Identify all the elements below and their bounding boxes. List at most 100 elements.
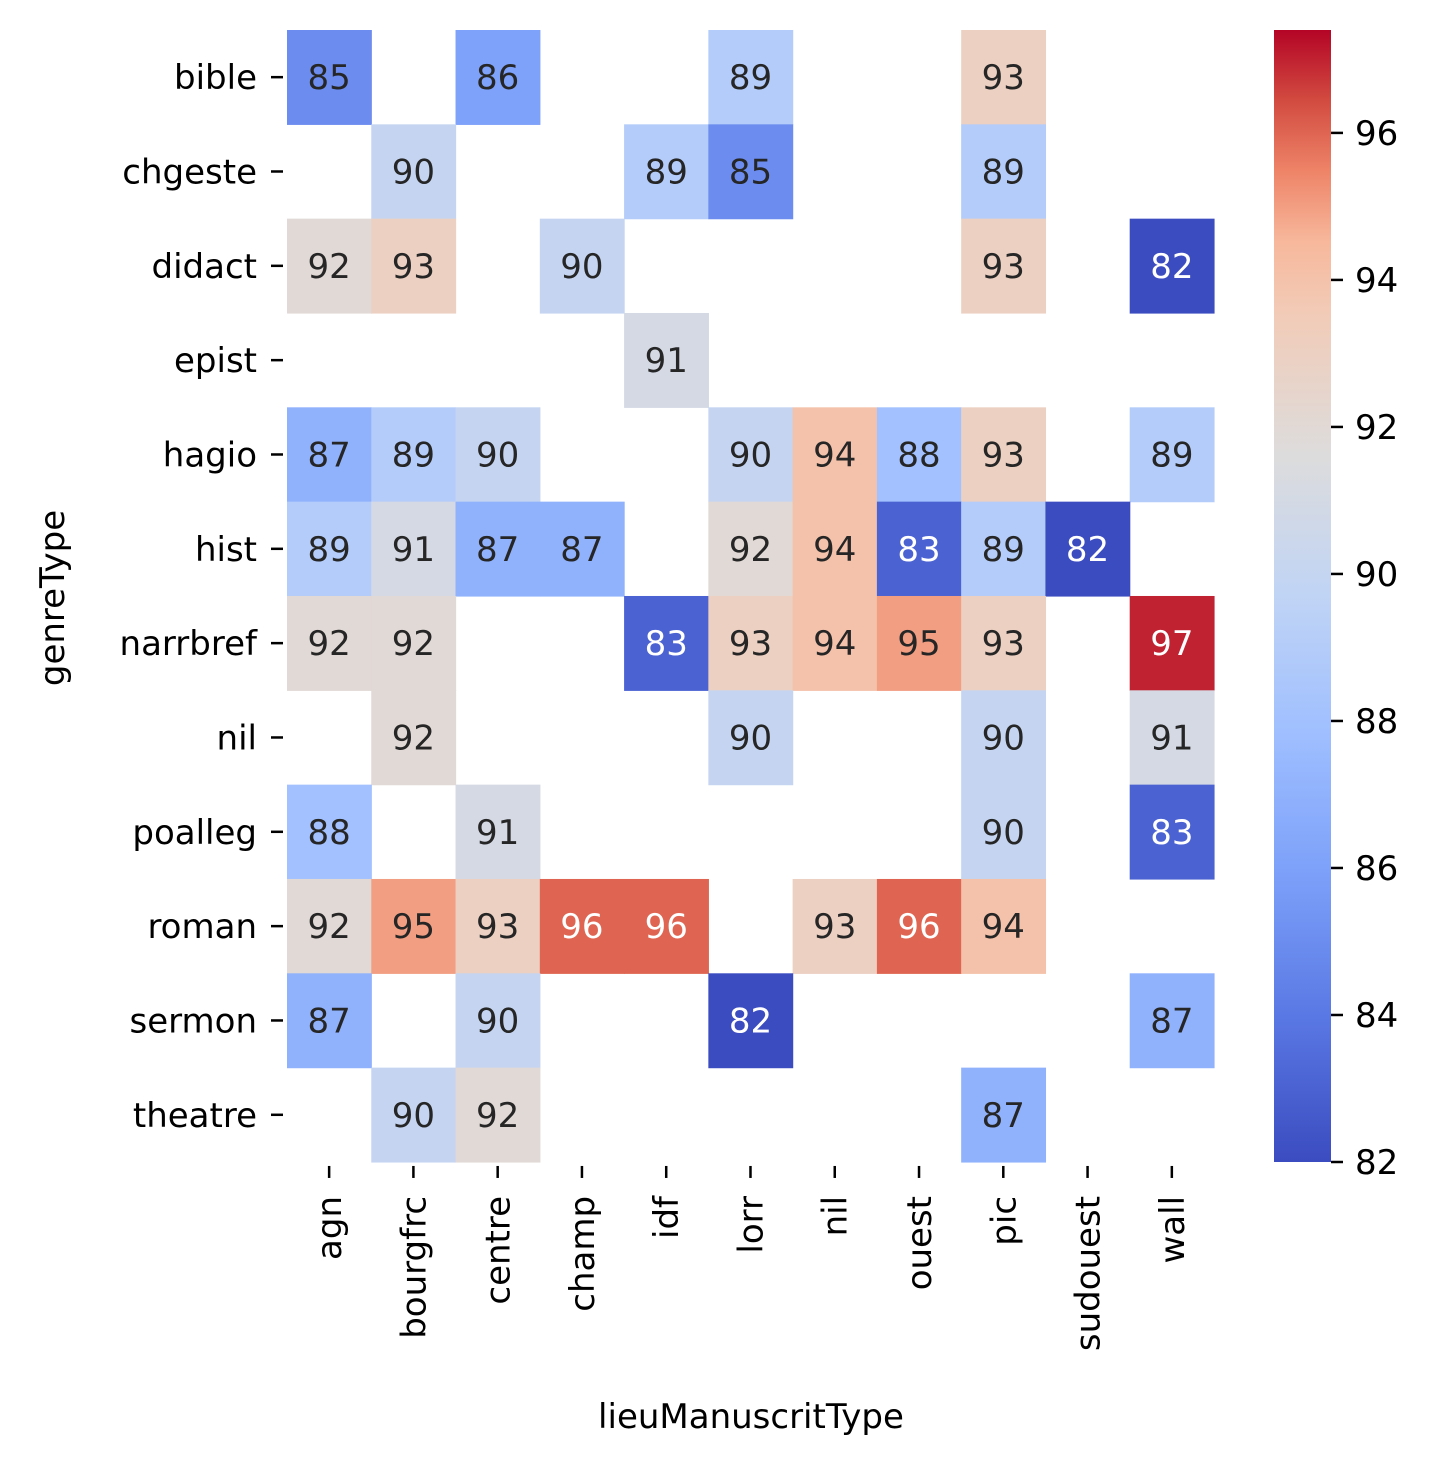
heatmap-cell: [876, 595, 962, 691]
y-tick-label: hist: [195, 530, 257, 570]
cell-value-label: 87: [308, 435, 351, 475]
cell-value-label: 93: [392, 247, 435, 287]
cell-value-label: 92: [308, 624, 351, 664]
cell-value-label: 92: [729, 530, 772, 570]
heatmap-cell: [876, 407, 962, 503]
cell-value-label: 93: [982, 435, 1025, 475]
heatmap-cell: [876, 878, 962, 974]
heatmap-cell: [1045, 501, 1131, 597]
cell-value-label: 89: [982, 152, 1025, 192]
heatmap-cell: [708, 595, 794, 691]
heatmap-cell: [961, 407, 1047, 503]
y-tick-label: sermon: [130, 1001, 257, 1041]
colorbar-ticks: 82 84 86 88 90 92 94 96: [1331, 114, 1398, 1183]
heatmap-cell: [961, 595, 1047, 691]
cell-value-label: 82: [1066, 530, 1109, 570]
heatmap-cell: [708, 30, 794, 125]
cell-value-label: 90: [560, 247, 603, 287]
cell-value-label: 85: [308, 58, 351, 98]
cell-value-label: 89: [1150, 435, 1193, 475]
heatmap-cell: [961, 218, 1047, 314]
x-tick-label: nil: [816, 1196, 856, 1236]
heatmap-cell: [455, 973, 541, 1069]
heatmap-cell: [455, 30, 541, 125]
heatmap-cell: [624, 878, 709, 974]
heatmap-cell: [708, 690, 794, 786]
heatmap-cell: [708, 124, 794, 220]
heatmap-cell: [792, 878, 878, 974]
cell-value-label: 89: [982, 530, 1025, 570]
heatmap-cell: [455, 878, 541, 974]
x-axis-ticks: agn bourgfrc centre champ idf lorr nil ouest pic…: [310, 1165, 1193, 1351]
cell-value-label: 93: [982, 247, 1025, 287]
cell-value-label: 87: [1150, 1001, 1193, 1041]
cell-value-label: 89: [729, 58, 772, 98]
heatmap-cell: [624, 124, 709, 220]
x-tick-label: wall: [1153, 1196, 1193, 1264]
heatmap-cell: [708, 407, 794, 503]
cell-value-label: 91: [476, 813, 519, 853]
cell-value-label: 82: [1150, 247, 1193, 287]
heatmap-cell: [961, 501, 1047, 597]
colorbar-tick-label: 92: [1355, 408, 1398, 448]
y-tick-label: narrbref: [120, 624, 258, 664]
cell-value-label: 93: [813, 907, 856, 947]
cell-value-label: 88: [897, 435, 940, 475]
cell-value-label: 90: [392, 152, 435, 192]
y-tick-label: roman: [147, 907, 257, 947]
y-axis-ticks: bible chgeste didact epist hagio hist narrbref…: [120, 58, 283, 1136]
colorbar: 82 84 86 88 90 92 94 96: [1274, 30, 1398, 1183]
cell-value-label: 90: [982, 813, 1025, 853]
x-tick-label: sudouest: [1069, 1196, 1109, 1351]
cell-value-label: 90: [982, 718, 1025, 758]
y-tick-label: hagio: [163, 435, 257, 475]
cell-value-label: 92: [392, 718, 435, 758]
cell-value-label: 93: [982, 624, 1025, 664]
cell-value-label: 97: [1150, 624, 1193, 664]
cell-value-label: 96: [645, 907, 688, 947]
heatmap-cell: [1129, 595, 1215, 691]
x-tick-label: champ: [563, 1196, 603, 1312]
cell-value-label: 96: [897, 907, 940, 947]
cell-value-label: 83: [645, 624, 688, 664]
heatmap-cell: [371, 1067, 457, 1163]
colorbar-tick-label: 90: [1355, 555, 1398, 595]
heatmap-cell: [708, 501, 794, 597]
cell-value-label: 92: [308, 247, 351, 287]
heatmap-cell: [287, 973, 372, 1069]
heatmap-cell: [1129, 690, 1215, 786]
cell-value-label: 90: [476, 1001, 519, 1041]
heatmap-cell: [371, 124, 457, 220]
heatmap-cell: [961, 30, 1047, 125]
x-tick-label: agn: [310, 1196, 350, 1260]
cell-value-label: 87: [476, 530, 519, 570]
y-tick-label: poalleg: [132, 813, 257, 853]
heatmap-cell: [1129, 218, 1215, 314]
heatmap-cell: [539, 218, 625, 314]
y-tick-label: theatre: [133, 1096, 257, 1136]
colorbar-tick-label: 84: [1355, 996, 1398, 1036]
heatmap-cell: [287, 407, 372, 503]
heatmap-cell: [624, 595, 709, 691]
x-tick-label: idf: [647, 1195, 687, 1239]
cell-value-label: 90: [392, 1096, 435, 1136]
heatmap-cell: [792, 501, 878, 597]
heatmap-cell: [371, 407, 457, 503]
heatmap-cell: [961, 1067, 1047, 1163]
heatmap-cell: [961, 690, 1047, 786]
heatmap-cell: [876, 501, 962, 597]
x-axis-label: lieuManuscritType: [598, 1397, 904, 1437]
cell-value-label: 87: [308, 1001, 351, 1041]
heatmap-cell: [371, 218, 457, 314]
cell-value-label: 86: [476, 58, 519, 98]
cell-value-label: 93: [476, 907, 519, 947]
cell-value-label: 90: [476, 435, 519, 475]
heatmap-cell: [539, 878, 625, 974]
heatmap-cell: [371, 501, 457, 597]
heatmap-cell: [792, 595, 878, 691]
cell-value-label: 93: [729, 624, 772, 664]
cell-value-label: 87: [982, 1096, 1025, 1136]
heatmap-cell: [1129, 973, 1215, 1069]
cell-value-label: 91: [392, 530, 435, 570]
